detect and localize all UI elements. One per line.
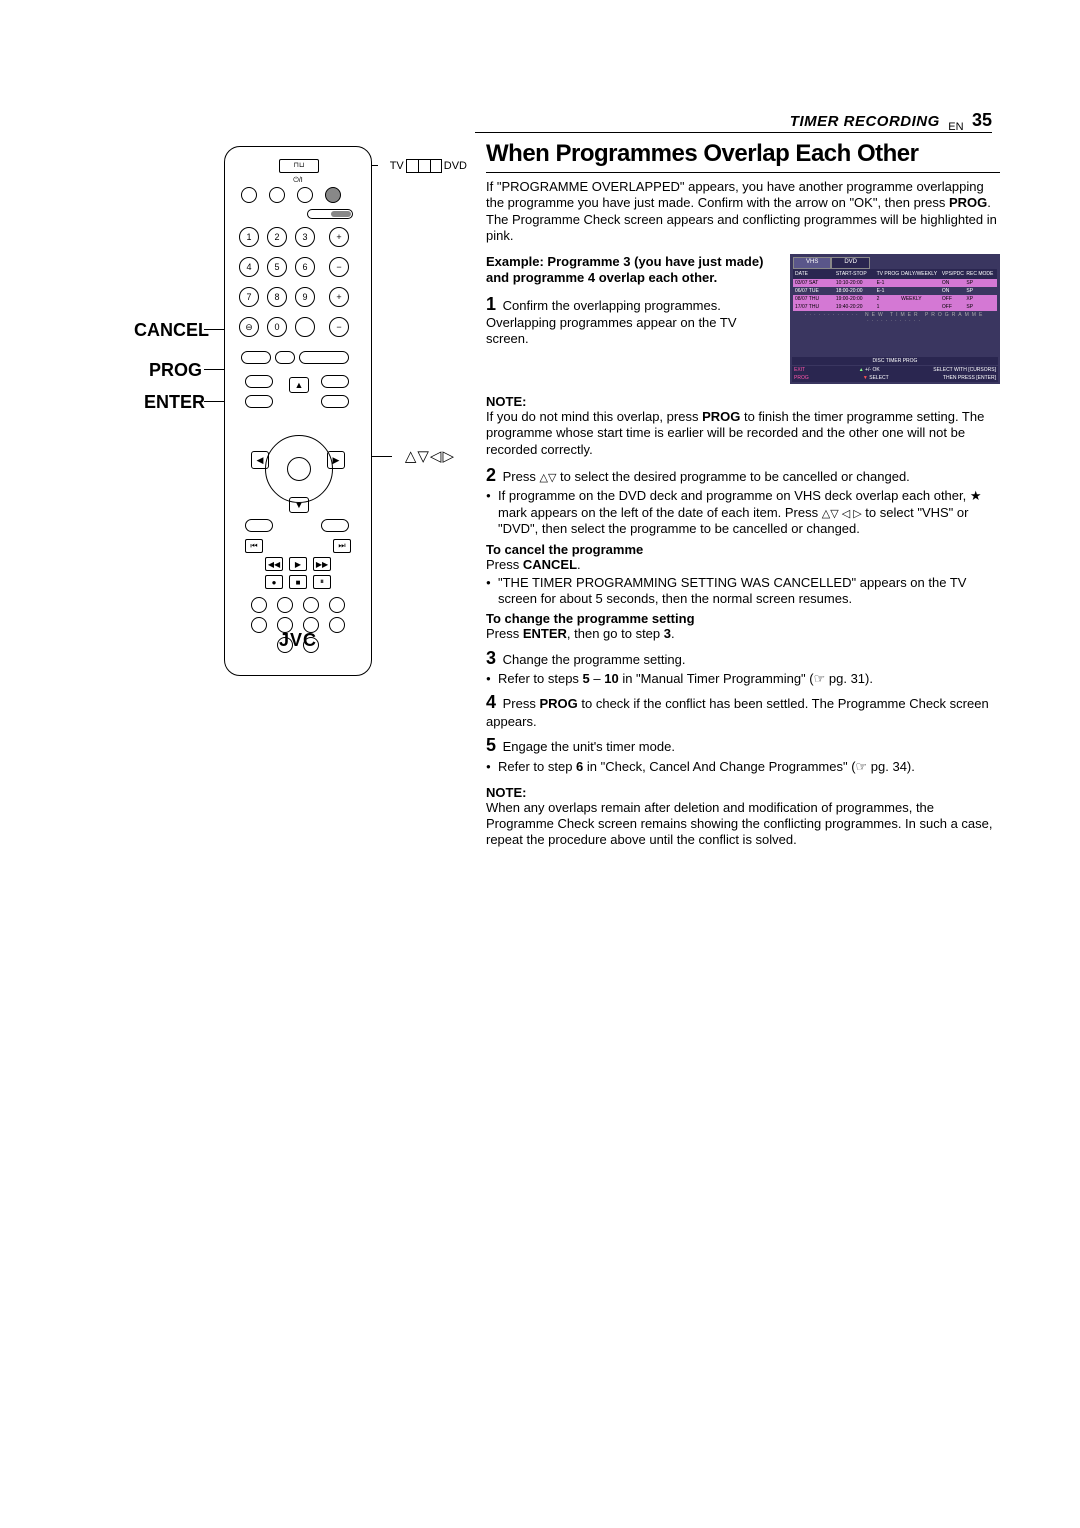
step-5: 5 Engage the unit's timer mode. — [486, 734, 1000, 757]
step-2: 2 Press △▽ to select the desired program… — [486, 464, 1000, 487]
stop-btn: ■ — [289, 575, 307, 589]
screen-footer: DISC TIMER PROG EXIT ▲ +/- OK SELECT WIT… — [792, 357, 998, 382]
step-3: 3 Change the programme setting. — [486, 647, 1000, 670]
bot-4 — [329, 597, 345, 613]
screen-row: 06/07 TUE18:00-20:00E-1ONSP — [793, 287, 997, 295]
remote-body: ⊓⊔ ⏻/I 1 2 3 + 4 5 6 − — [224, 146, 372, 676]
step-2-bullets: If programme on the DVD deck and program… — [486, 488, 1000, 537]
pill-right — [321, 375, 349, 388]
key-7: 7 — [239, 287, 259, 307]
cancel-text: Press CANCEL. — [486, 557, 1000, 573]
key-minus-2: − — [329, 317, 349, 337]
ff-btn: ▶▶ — [313, 557, 331, 571]
key-3: 3 — [295, 227, 315, 247]
bot-3 — [303, 597, 319, 613]
page-header: TIMER RECORDING EN 35 — [790, 110, 992, 133]
section-title: When Programmes Overlap Each Other — [486, 140, 1000, 168]
pill-right2 — [321, 395, 349, 408]
key-plus-2: + — [329, 287, 349, 307]
prog-label: PROG — [146, 360, 202, 381]
header-rule — [475, 132, 992, 133]
dpad: ▲ ▼ ◀ ▶ — [255, 425, 343, 513]
step-4: 4 Press PROG to check if the conflict ha… — [486, 691, 1000, 730]
note-1-label: NOTE: — [486, 394, 1000, 409]
tv-dvd-slider — [307, 209, 353, 219]
remote-btn-top-3 — [297, 187, 313, 203]
key-5: 5 — [267, 257, 287, 277]
page-number: 35 — [972, 110, 992, 130]
pill-low-l — [245, 519, 273, 532]
pill-1 — [241, 351, 271, 364]
bot-2 — [277, 597, 293, 613]
screen-row: 17/07 THU19:40-20:201OFFSP — [793, 303, 997, 311]
play-btn: ▶ — [289, 557, 307, 571]
screen-row: 03/07 SAT10:10-20:00E-1ONSP — [793, 279, 997, 287]
enter-label: ENTER — [144, 392, 202, 413]
change-title: To change the programme setting — [486, 611, 1000, 626]
cancel-bullets: "THE TIMER PROGRAMMING SETTING WAS CANCE… — [486, 575, 1000, 608]
power-icon-label: ⏻/I — [225, 177, 371, 185]
arrow-up: ▲ — [289, 377, 309, 393]
pill-prog — [275, 351, 295, 364]
cancel-label: CANCEL — [134, 320, 202, 341]
pill-left — [245, 375, 273, 388]
key-minus-1: − — [329, 257, 349, 277]
screen-header: DATE START-STOP TV PROG DAILY/WEEKLY VPS… — [793, 269, 997, 279]
remote-btn-top-4 — [325, 187, 341, 203]
example-block: Example: Programme 3 (you have just made… — [486, 254, 780, 384]
next-btn: ⏭ — [333, 539, 351, 553]
step-5-bullets: Refer to step 6 in "Check, Cancel And Ch… — [486, 759, 1000, 775]
section-name: TIMER RECORDING — [790, 113, 940, 130]
key-9: 9 — [295, 287, 315, 307]
bot-1 — [251, 597, 267, 613]
remote-column: CANCEL PROG ENTER ⊓⊔ ⏻/I — [80, 140, 480, 849]
tv-dvd-callout: TV DVD — [390, 159, 467, 173]
key-cancel: ⊖ — [239, 317, 259, 337]
intro-text: If "PROGRAMME OVERLAPPED" appears, you h… — [486, 179, 1000, 244]
text-column: When Programmes Overlap Each Other If "P… — [480, 140, 1000, 849]
jvc-logo: JVC — [225, 630, 371, 651]
title-rule — [486, 172, 1000, 173]
key-extra — [295, 317, 315, 337]
note-1-text: If you do not mind this overlap, press P… — [486, 409, 1000, 458]
key-1: 1 — [239, 227, 259, 247]
screen-tab-dvd: DVD — [831, 257, 870, 269]
screen-tab-vhs: VHS — [793, 257, 831, 269]
note-2-label: NOTE: — [486, 785, 1000, 800]
prev-btn: ⏮ — [245, 539, 263, 553]
remote-btn-top-2 — [269, 187, 285, 203]
pill-low-r — [321, 519, 349, 532]
remote-btn-top-1 — [241, 187, 257, 203]
key-8: 8 — [267, 287, 287, 307]
remote-display: ⊓⊔ — [279, 159, 319, 173]
key-2: 2 — [267, 227, 287, 247]
key-4: 4 — [239, 257, 259, 277]
tv-screen-mock: VHS DVD DATE START-STOP TV PROG DAILY/WE… — [790, 254, 1000, 384]
key-plus-1: + — [329, 227, 349, 247]
screen-row: 08/07 THU19:00-20:002WEEKLYOFFXP — [793, 295, 997, 303]
change-text: Press ENTER, then go to step 3. — [486, 626, 1000, 642]
pause-btn: ⏸ — [313, 575, 331, 589]
key-0: 0 — [267, 317, 287, 337]
screen-new-prog: ············ NEW TIMER PROGRAMME ·······… — [793, 312, 997, 324]
enter-button — [287, 457, 311, 481]
step-3-bullets: Refer to steps 5 – 10 in "Manual Timer P… — [486, 671, 1000, 687]
pill-left2 — [245, 395, 273, 408]
dpad-glyph-callout: △▽◁▷ — [405, 447, 455, 465]
key-6: 6 — [295, 257, 315, 277]
rew-btn: ◀◀ — [265, 557, 283, 571]
note-2-text: When any overlaps remain after deletion … — [486, 800, 1000, 849]
rec-btn: ● — [265, 575, 283, 589]
pill-3 — [299, 351, 349, 364]
cancel-title: To cancel the programme — [486, 542, 1000, 557]
